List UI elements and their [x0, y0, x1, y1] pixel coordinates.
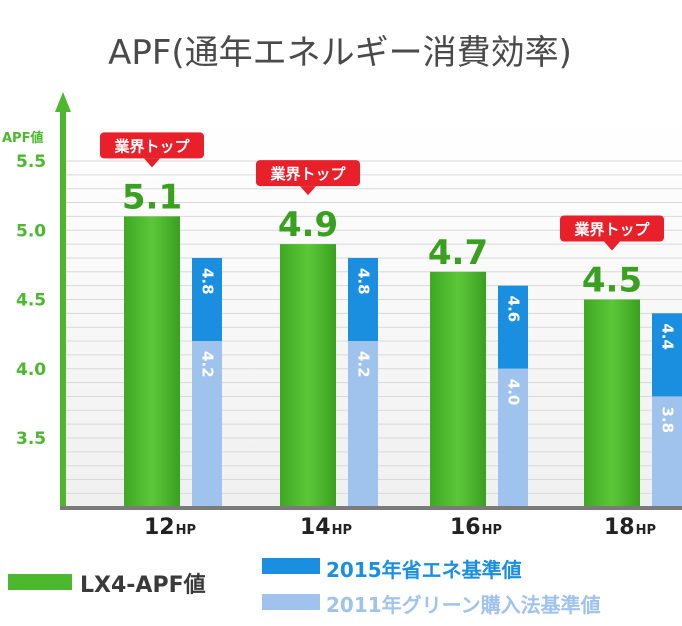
- y-axis-line: [60, 108, 66, 510]
- bar-value-label-lx4: 5.1: [122, 177, 182, 217]
- x-tick-unit: HP: [332, 523, 352, 538]
- industry-top-callout: 業界トップ: [256, 160, 360, 196]
- bar-2015-standard: [348, 257, 378, 342]
- x-tick-label: 16HP: [450, 515, 502, 540]
- callout-pointer: [300, 186, 316, 196]
- callout-pointer: [604, 241, 620, 251]
- bar-2011-standard: [498, 368, 528, 507]
- legend-swatch: [8, 574, 72, 590]
- legend-label: LX4-APF値: [80, 573, 206, 598]
- x-tick-number: 18: [604, 515, 635, 540]
- legend-swatch: [262, 594, 320, 610]
- bar-value-label-2011: 3.8: [659, 406, 677, 433]
- industry-top-callout: 業界トップ: [560, 215, 664, 251]
- bar-2015-standard: [652, 313, 682, 397]
- bar-value-label-lx4: 4.5: [582, 261, 642, 301]
- x-tick-unit: HP: [176, 523, 196, 538]
- bar-lx4-apf: [430, 271, 486, 507]
- callout-badge: [560, 215, 664, 242]
- bar-value-label-2015: 4.8: [199, 268, 217, 295]
- bar-lx4-apf: [584, 299, 640, 507]
- x-tick-unit: HP: [636, 523, 656, 538]
- x-tick-number: 12: [144, 515, 175, 540]
- x-tick-number: 16: [450, 515, 481, 540]
- bar-2011-standard: [192, 341, 222, 507]
- y-axis-label: APF値: [2, 130, 43, 146]
- x-tick-label: 18HP: [604, 515, 656, 540]
- bar-value-label-2011: 4.2: [199, 351, 217, 378]
- bar-value-label-2015: 4.4: [659, 323, 677, 350]
- x-tick-number: 14: [300, 515, 331, 540]
- legend-swatch: [262, 558, 320, 574]
- x-tick-label: 12HP: [144, 515, 196, 540]
- bar-value-label-2011: 4.2: [355, 351, 373, 378]
- legend-label: 2015年省エネ基準値: [326, 558, 522, 582]
- legend-item: 2011年グリーン購入法基準値: [262, 593, 601, 617]
- bar-value-label-lx4: 4.7: [428, 233, 488, 273]
- y-axis-arrow: [55, 92, 71, 112]
- x-tick-unit: HP: [482, 523, 502, 538]
- bar-2011-standard: [652, 396, 682, 507]
- bar-2011-standard: [348, 341, 378, 507]
- callout-badge: [100, 132, 204, 159]
- bar-value-label-2011: 4.0: [505, 379, 523, 406]
- legend-item: LX4-APF値: [8, 573, 206, 598]
- y-tick-label: 5.5: [16, 152, 46, 172]
- x-tick-label: 14HP: [300, 515, 352, 540]
- callout-text: 業界トップ: [269, 165, 346, 183]
- callout-badge: [256, 160, 360, 187]
- bar-2015-standard: [498, 285, 528, 369]
- callout-text: 業界トップ: [113, 137, 190, 155]
- bar-value-label-2015: 4.8: [355, 268, 373, 295]
- chart-title: APF(通年エネルギー消費効率): [108, 33, 572, 73]
- y-tick-label: 3.5: [16, 429, 46, 449]
- y-tick-label: 4.0: [16, 360, 46, 380]
- callout-text: 業界トップ: [573, 221, 650, 239]
- x-axis-line: [60, 506, 682, 510]
- legend-label: 2011年グリーン購入法基準値: [326, 593, 601, 617]
- callout-pointer: [144, 158, 160, 168]
- bar-lx4-apf: [280, 244, 336, 507]
- legend-item: 2015年省エネ基準値: [262, 558, 522, 582]
- industry-top-callout: 業界トップ: [100, 132, 204, 168]
- y-tick-label: 4.5: [16, 291, 46, 311]
- y-tick-label: 5.0: [16, 221, 46, 241]
- bar-value-label-2015: 4.6: [505, 296, 523, 323]
- bar-value-label-lx4: 4.9: [278, 205, 338, 245]
- bar-2015-standard: [192, 257, 222, 342]
- bar-lx4-apf: [124, 216, 180, 507]
